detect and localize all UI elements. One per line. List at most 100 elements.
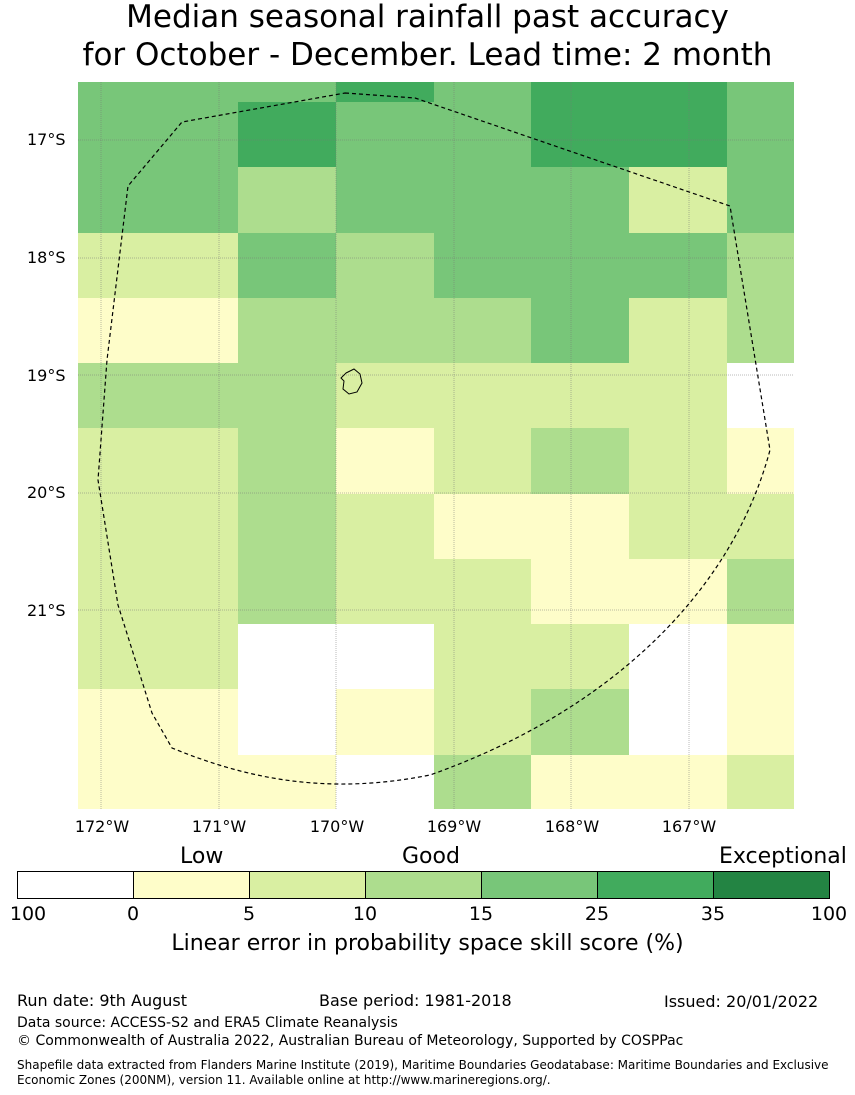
skill-cell bbox=[140, 82, 238, 102]
skill-cell bbox=[629, 102, 727, 167]
shapefile-credit-line-1: Shapefile data extracted from Flanders M… bbox=[17, 1058, 829, 1072]
skill-cell bbox=[531, 298, 629, 363]
colorbar-bin bbox=[17, 871, 134, 899]
graticule bbox=[78, 82, 794, 809]
skill-cell bbox=[78, 167, 140, 233]
skill-cell bbox=[336, 167, 434, 233]
skill-cell bbox=[336, 82, 434, 102]
skill-cell bbox=[78, 233, 140, 298]
skill-cell bbox=[140, 102, 238, 167]
skill-cell bbox=[727, 494, 794, 559]
skill-cell bbox=[336, 689, 434, 755]
skill-cell bbox=[629, 689, 727, 755]
skill-cell bbox=[238, 102, 336, 167]
skill-cell bbox=[238, 428, 336, 494]
lon-label-171w: 171°W bbox=[191, 817, 247, 836]
skill-cell bbox=[78, 559, 140, 624]
skill-cell bbox=[727, 428, 794, 494]
colorbar-tick-2: 5 bbox=[242, 903, 256, 925]
skill-cell bbox=[78, 624, 140, 689]
skill-cell bbox=[629, 167, 727, 233]
skill-cell bbox=[78, 428, 140, 494]
lat-label-21s: 21°S bbox=[27, 601, 66, 620]
skill-cell bbox=[434, 559, 531, 624]
skill-cell bbox=[238, 167, 336, 233]
base-period: Base period: 1981-2018 bbox=[319, 991, 512, 1010]
skill-cell bbox=[434, 428, 531, 494]
skill-cell bbox=[434, 494, 531, 559]
legend-category-low: Low bbox=[180, 844, 224, 869]
skill-cell bbox=[629, 363, 727, 428]
skill-cell bbox=[727, 82, 794, 102]
skill-cell bbox=[238, 624, 336, 689]
lon-label-170w: 170°W bbox=[309, 817, 365, 836]
colorbar-tick-5: 25 bbox=[584, 903, 610, 925]
colorbar-bin bbox=[713, 871, 830, 899]
skill-cell bbox=[629, 428, 727, 494]
skill-cell bbox=[336, 428, 434, 494]
skill-cell bbox=[434, 82, 531, 102]
skill-cell bbox=[727, 167, 794, 233]
colorbar-bin bbox=[133, 871, 250, 899]
colorbar-tick-4: 15 bbox=[468, 903, 494, 925]
eez-boundary bbox=[97, 92, 771, 785]
skill-cell bbox=[531, 363, 629, 428]
skill-cell bbox=[336, 494, 434, 559]
skill-cell bbox=[531, 167, 629, 233]
skill-cell bbox=[238, 363, 336, 428]
skill-cell bbox=[140, 428, 238, 494]
colorbar-tick-6: 35 bbox=[700, 903, 726, 925]
skill-cell bbox=[531, 624, 629, 689]
skill-cell bbox=[629, 559, 727, 624]
colorbar-tick-1: 0 bbox=[126, 903, 140, 925]
skill-cell bbox=[140, 363, 238, 428]
legend-category-good: Good bbox=[402, 844, 460, 869]
skill-cell bbox=[336, 233, 434, 298]
skill-cell bbox=[78, 82, 140, 102]
skill-cell bbox=[336, 363, 434, 428]
skill-cell bbox=[238, 559, 336, 624]
skill-cell bbox=[140, 755, 238, 809]
skill-cell bbox=[336, 624, 434, 689]
skill-cell bbox=[434, 363, 531, 428]
lon-label-172w: 172°W bbox=[74, 817, 130, 836]
skill-cell bbox=[434, 233, 531, 298]
skill-cell bbox=[78, 363, 140, 428]
skill-cell bbox=[531, 428, 629, 494]
shapefile-credit-line-2: Economic Zones (200NM), version 11. Avai… bbox=[17, 1073, 551, 1087]
copyright: © Commonwealth of Australia 2022, Austra… bbox=[17, 1033, 684, 1049]
skill-cell bbox=[727, 755, 794, 809]
skill-cell bbox=[140, 559, 238, 624]
skill-cell bbox=[336, 559, 434, 624]
skill-cell bbox=[336, 298, 434, 363]
skill-cell bbox=[629, 233, 727, 298]
issued-date: Issued: 20/01/2022 bbox=[664, 992, 819, 1011]
skill-cell bbox=[238, 755, 336, 809]
map-title-line-1: Median seasonal rainfall past accuracy bbox=[126, 0, 729, 35]
skill-cell bbox=[238, 82, 336, 102]
skill-cell bbox=[140, 624, 238, 689]
lat-label-20s: 20°S bbox=[27, 483, 66, 502]
skill-cell bbox=[140, 689, 238, 755]
niue-island-outline bbox=[340, 368, 363, 395]
lon-label-169w: 169°W bbox=[426, 817, 482, 836]
skill-cell bbox=[434, 102, 531, 167]
skill-cell bbox=[434, 689, 531, 755]
skill-cell bbox=[727, 559, 794, 624]
lat-label-19s: 19°S bbox=[27, 366, 66, 385]
skill-cell bbox=[531, 102, 629, 167]
colorbar-tick-0: 100 bbox=[9, 903, 47, 925]
skill-cell bbox=[531, 755, 629, 809]
colorbar bbox=[17, 871, 830, 899]
lon-label-168w: 168°W bbox=[544, 817, 600, 836]
skill-cell bbox=[531, 494, 629, 559]
run-date: Run date: 9th August bbox=[17, 991, 187, 1010]
skill-cell bbox=[336, 102, 434, 167]
skill-cell bbox=[727, 233, 794, 298]
skill-cell bbox=[238, 298, 336, 363]
lat-label-17s: 17°S bbox=[27, 130, 66, 149]
map-title-line-2: for October - December. Lead time: 2 mon… bbox=[82, 37, 773, 73]
skill-cell bbox=[629, 494, 727, 559]
skill-cell bbox=[78, 494, 140, 559]
skill-cell bbox=[629, 82, 727, 102]
